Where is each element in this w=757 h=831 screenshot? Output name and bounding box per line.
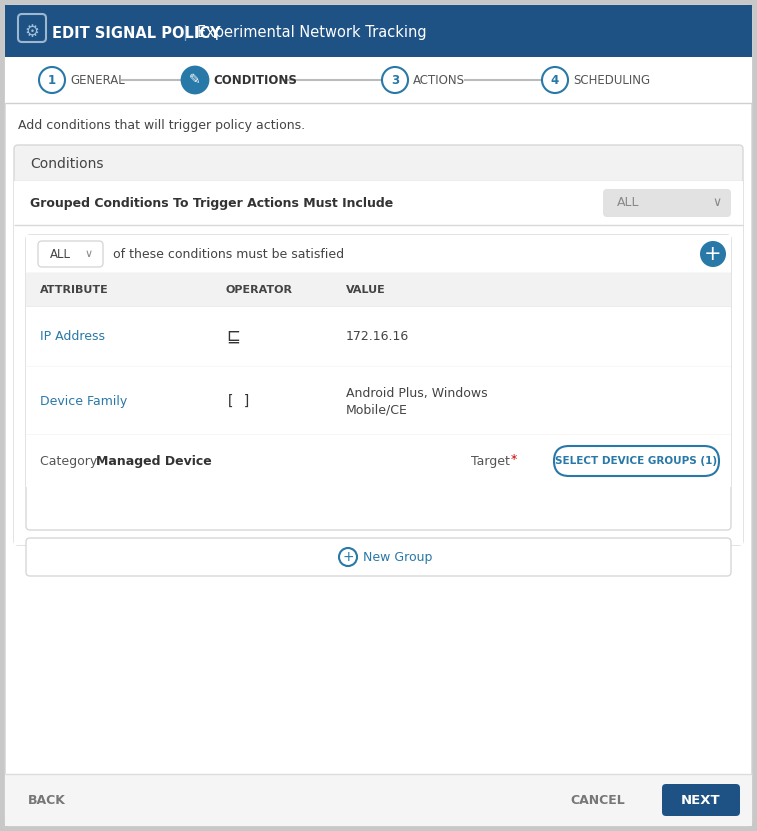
Text: SCHEDULING: SCHEDULING [573, 73, 650, 86]
Bar [5, 5, 752, 57]
Text: CANCEL: CANCEL [570, 794, 625, 807]
Text: *: * [511, 453, 517, 465]
Circle shape [542, 67, 568, 93]
Text: +: + [704, 244, 722, 264]
Text: ⚙: ⚙ [24, 23, 39, 41]
Bar [26, 307, 731, 367]
Text: of these conditions must be satisfied: of these conditions must be satisfied [113, 248, 344, 260]
Text: CONDITIONS: CONDITIONS [213, 73, 297, 86]
Text: NEXT: NEXT [681, 794, 721, 807]
Text: Conditions: Conditions [30, 157, 104, 171]
FancyBboxPatch shape [662, 784, 740, 816]
Text: Mobile/CE: Mobile/CE [346, 404, 408, 416]
Circle shape [700, 241, 726, 267]
Text: Managed Device: Managed Device [96, 455, 212, 468]
Text: Category:: Category: [40, 455, 104, 468]
Text: +: + [342, 550, 354, 564]
FancyBboxPatch shape [5, 5, 752, 57]
Text: VALUE: VALUE [346, 285, 386, 295]
Bar [5, 31, 752, 57]
Bar [26, 435, 731, 487]
Text: ⊑: ⊑ [226, 328, 240, 346]
Text: GENERAL: GENERAL [70, 73, 125, 86]
Text: ∨: ∨ [712, 196, 721, 209]
Text: IP Address: IP Address [40, 331, 105, 343]
Text: ∨: ∨ [85, 249, 93, 259]
FancyBboxPatch shape [26, 235, 731, 530]
Text: Grouped Conditions To Trigger Actions Must Include: Grouped Conditions To Trigger Actions Mu… [30, 198, 393, 210]
Circle shape [382, 67, 408, 93]
Text: BACK: BACK [28, 794, 66, 807]
Text: Add conditions that will trigger policy actions.: Add conditions that will trigger policy … [18, 119, 305, 131]
Text: 172.16.16: 172.16.16 [346, 331, 410, 343]
Text: Android Plus, Windows: Android Plus, Windows [346, 387, 488, 401]
Text: ACTIONS: ACTIONS [413, 73, 465, 86]
Bar [14, 181, 743, 545]
Bar [26, 273, 731, 307]
Text: ALL: ALL [50, 248, 71, 260]
Bar [5, 57, 752, 103]
Circle shape [339, 548, 357, 566]
Text: New Group: New Group [363, 550, 432, 563]
Bar [26, 235, 731, 273]
Text: OPERATOR: OPERATOR [226, 285, 293, 295]
Text: SELECT DEVICE GROUPS (1): SELECT DEVICE GROUPS (1) [555, 456, 717, 466]
Bar [5, 774, 752, 826]
Text: Target: Target [471, 455, 510, 468]
FancyBboxPatch shape [5, 774, 752, 826]
Text: 1: 1 [48, 73, 56, 86]
Text: ALL: ALL [617, 196, 640, 209]
FancyBboxPatch shape [14, 145, 743, 545]
Text: Device Family: Device Family [40, 395, 127, 407]
FancyBboxPatch shape [5, 5, 752, 826]
FancyBboxPatch shape [26, 538, 731, 576]
Bar [5, 774, 752, 800]
FancyBboxPatch shape [554, 446, 719, 476]
Text: 3: 3 [391, 73, 399, 86]
Text: EDIT SIGNAL POLICY: EDIT SIGNAL POLICY [52, 26, 220, 41]
Bar [26, 367, 731, 435]
Circle shape [182, 67, 208, 93]
FancyBboxPatch shape [38, 241, 103, 267]
Text: ATTRIBUTE: ATTRIBUTE [40, 285, 109, 295]
Text: 4: 4 [551, 73, 559, 86]
Bar [14, 181, 743, 225]
Text: Experimental Network Tracking: Experimental Network Tracking [197, 26, 427, 41]
Text: ✎: ✎ [189, 73, 201, 87]
Text: [ ]: [ ] [226, 394, 251, 408]
Circle shape [39, 67, 65, 93]
FancyBboxPatch shape [603, 189, 731, 217]
Text: |: | [182, 25, 187, 41]
